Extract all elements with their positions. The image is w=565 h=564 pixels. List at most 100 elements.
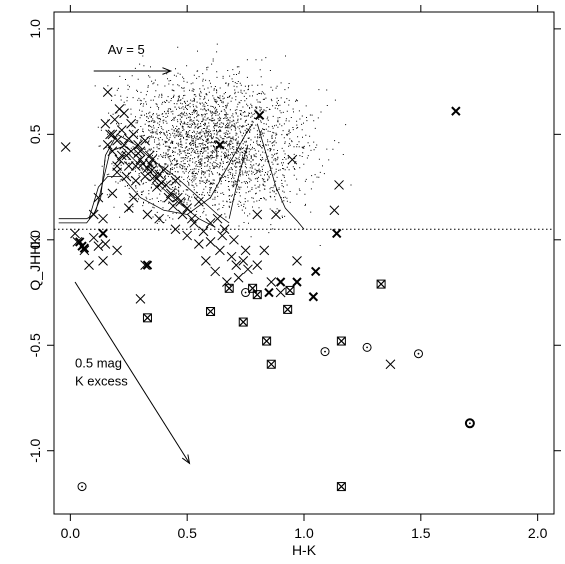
x-point bbox=[112, 161, 122, 171]
x-point bbox=[88, 232, 99, 243]
x-point bbox=[135, 294, 146, 304]
x-point bbox=[140, 135, 150, 146]
boxed-x-frame bbox=[224, 283, 234, 293]
x-point bbox=[98, 213, 108, 224]
x-point bbox=[201, 256, 211, 266]
x-point bbox=[144, 150, 155, 161]
x-point bbox=[126, 146, 136, 157]
x-point bbox=[112, 135, 122, 146]
model-curve bbox=[256, 123, 305, 230]
av-label: Av = 5 bbox=[108, 42, 145, 57]
x-point bbox=[70, 228, 80, 239]
x-point bbox=[142, 209, 153, 220]
boxed-x-frame bbox=[238, 317, 248, 327]
x-point bbox=[114, 154, 125, 165]
x-point bbox=[240, 245, 251, 256]
x-point bbox=[107, 146, 118, 157]
x-point bbox=[100, 239, 111, 249]
boxed-x-point bbox=[283, 305, 292, 314]
x-point bbox=[210, 266, 221, 277]
k-excess-label-2: K excess bbox=[75, 373, 128, 388]
x-point bbox=[222, 277, 232, 287]
circle-point-center bbox=[366, 346, 368, 349]
x-point bbox=[266, 277, 277, 287]
x-point bbox=[98, 256, 108, 266]
x-tick-label: 1.5 bbox=[411, 525, 431, 541]
x-tick-label: 0.5 bbox=[177, 525, 197, 541]
circle-point bbox=[77, 482, 87, 492]
boxed-x-frame bbox=[142, 313, 152, 323]
bold-x-point bbox=[215, 140, 225, 150]
boxed-x-frame bbox=[262, 336, 272, 346]
circle-point bbox=[413, 349, 423, 359]
x-point bbox=[123, 133, 134, 144]
x-point bbox=[212, 213, 223, 224]
bold-x-point bbox=[254, 110, 265, 121]
x-point bbox=[215, 245, 225, 256]
bold-x-point bbox=[142, 260, 153, 270]
y-axis: -1.0 -0.5 0.0 0.5 1.0 bbox=[27, 19, 561, 463]
x-point bbox=[109, 114, 120, 125]
boxed-x-point bbox=[239, 318, 248, 326]
boxed-x-point bbox=[225, 284, 234, 293]
x-point bbox=[161, 180, 172, 190]
x-point bbox=[84, 260, 94, 270]
x-point bbox=[334, 180, 344, 190]
x-point bbox=[217, 230, 228, 241]
boxed-x-frame bbox=[283, 304, 293, 314]
x-point bbox=[198, 226, 209, 237]
x-point bbox=[123, 161, 134, 171]
x-point bbox=[229, 234, 239, 245]
model-curve bbox=[88, 123, 253, 219]
bold-x-point bbox=[310, 266, 321, 277]
x-point bbox=[112, 245, 122, 256]
x-point bbox=[93, 192, 104, 203]
x-point bbox=[189, 218, 200, 228]
x-point bbox=[123, 203, 134, 214]
x-point bbox=[165, 188, 176, 199]
x-point bbox=[233, 272, 244, 283]
x-point bbox=[259, 245, 270, 256]
boxed-x-point bbox=[337, 337, 346, 345]
x-axis-label: H-K bbox=[292, 542, 317, 558]
x-point bbox=[88, 209, 99, 220]
x-point bbox=[93, 241, 104, 251]
boxed-x-frame bbox=[336, 336, 346, 346]
circle-point bbox=[241, 288, 251, 298]
x-point bbox=[172, 192, 183, 203]
x-point bbox=[238, 256, 249, 266]
k-excess-arrow bbox=[74, 281, 190, 464]
x-point bbox=[194, 196, 204, 207]
x-point bbox=[252, 260, 263, 270]
dot-cloud bbox=[94, 43, 352, 246]
x-point bbox=[121, 171, 132, 182]
bold-x-point bbox=[264, 287, 274, 298]
bold-x-point bbox=[292, 277, 302, 287]
circle-point-center bbox=[244, 291, 247, 294]
x-point bbox=[130, 161, 141, 171]
x-point bbox=[205, 218, 216, 228]
model-curve bbox=[228, 144, 249, 219]
boxed-x-frame bbox=[266, 359, 276, 369]
x-point bbox=[107, 129, 118, 140]
boxed-x-frame bbox=[336, 482, 346, 492]
x-point bbox=[271, 209, 281, 220]
y-tick-label: -0.5 bbox=[27, 333, 43, 357]
x-point bbox=[128, 192, 139, 203]
annotations: Av = 5 0.5 mag K excess bbox=[74, 42, 191, 465]
x-point bbox=[151, 173, 162, 184]
x-point bbox=[126, 118, 136, 129]
x-tick-label: 1.0 bbox=[294, 525, 314, 541]
x-point bbox=[243, 264, 253, 275]
y-tick-label: -1.0 bbox=[27, 438, 43, 462]
x-point bbox=[329, 205, 340, 216]
bold-x-point bbox=[451, 106, 461, 116]
bold-x-point bbox=[275, 277, 286, 287]
boxed-x-point bbox=[206, 307, 215, 316]
x-axis: 0.0 0.5 1.0 1.5 2.0 bbox=[61, 5, 548, 541]
y-tick-label: 0.0 bbox=[27, 230, 43, 250]
x-point bbox=[182, 230, 193, 241]
model-curve bbox=[58, 146, 216, 228]
av-arrow-head bbox=[162, 67, 173, 75]
